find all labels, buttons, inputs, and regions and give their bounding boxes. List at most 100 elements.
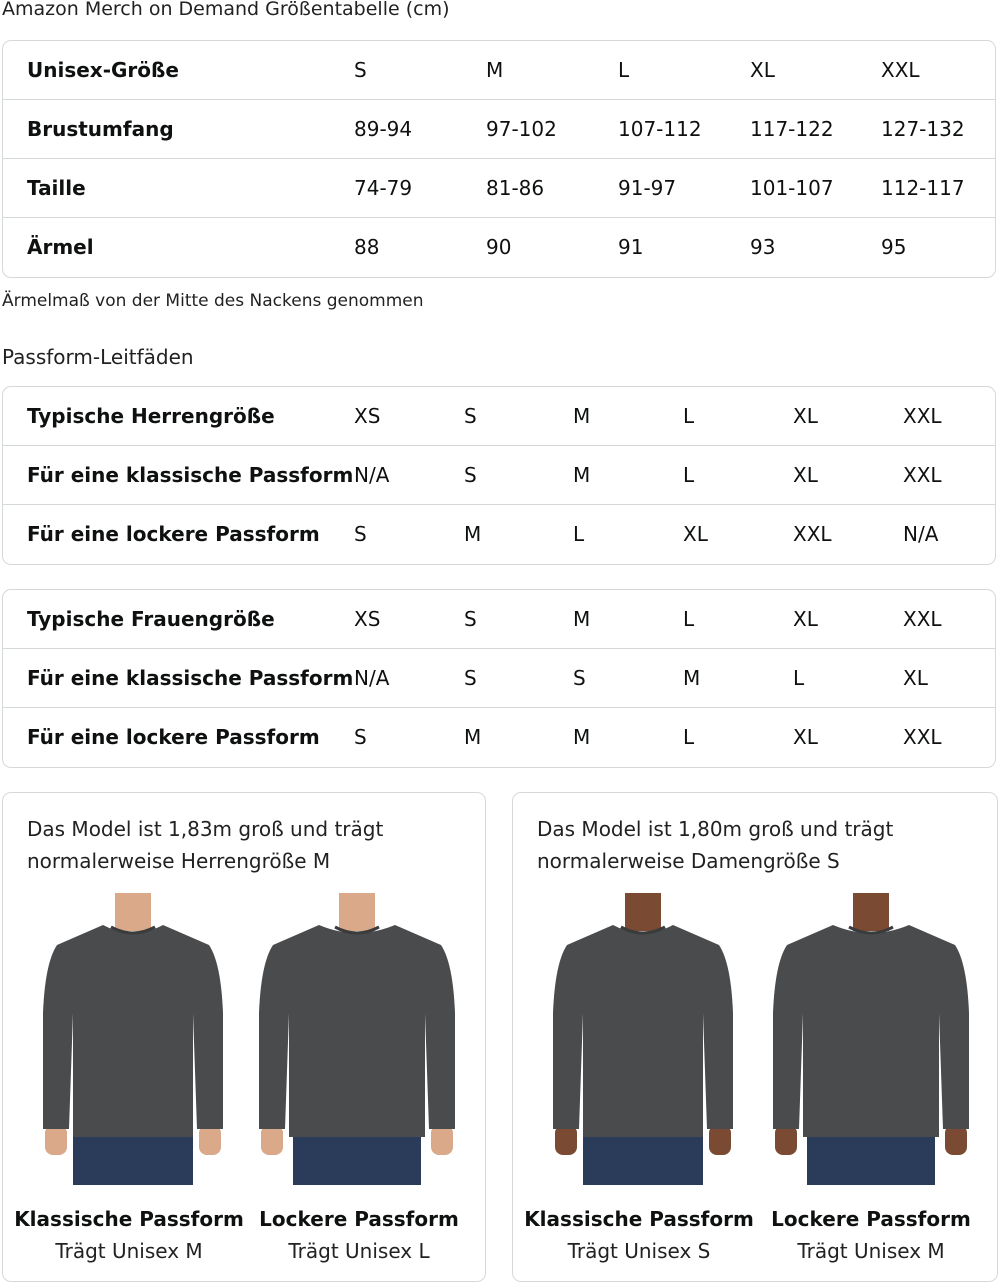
cell: M (464, 725, 482, 749)
row-label: Ärmel (27, 235, 94, 259)
photo-caption: Lockere Passform Trägt Unisex M (751, 1203, 991, 1267)
photo-caption: Lockere Passform Trägt Unisex L (239, 1203, 479, 1267)
cell: M (573, 725, 591, 749)
hand (945, 1125, 967, 1155)
table-row: Für eine klassische Passform N/A S S M L XL (3, 649, 995, 708)
model-photo-classic (43, 893, 223, 1185)
table-row: Typische Herrengröße XS S M L XL XXL (3, 387, 995, 446)
caption-subtitle: Trägt Unisex S (567, 1239, 711, 1263)
shirt (553, 925, 733, 1137)
hand (709, 1125, 731, 1155)
cell: XL (793, 404, 818, 428)
caption-subtitle: Trägt Unisex L (288, 1239, 430, 1263)
cell: 127-132 (881, 117, 965, 141)
cell: 88 (354, 235, 380, 259)
jeans (807, 1129, 935, 1185)
cell: S (464, 463, 477, 487)
model-photo-loose (259, 893, 455, 1185)
shirt (259, 925, 455, 1137)
cell: XXL (881, 58, 920, 82)
row-label: Brustumfang (27, 117, 174, 141)
cell: 97-102 (486, 117, 557, 141)
description-line: Das Model ist 1,80m groß und trägt (537, 817, 894, 841)
cell: S (464, 607, 477, 631)
caption-title: Klassische Passform (14, 1207, 244, 1231)
cell: M (573, 607, 591, 631)
row-label: Unisex-Größe (27, 58, 179, 82)
neck (339, 893, 375, 931)
cell: L (618, 58, 630, 82)
cell: 93 (750, 235, 776, 259)
caption-title: Lockere Passform (771, 1207, 971, 1231)
cell: M (573, 404, 591, 428)
cell: S (354, 58, 367, 82)
cell: L (683, 725, 695, 749)
model-description: Das Model ist 1,83m groß und trägt norma… (27, 813, 383, 877)
hand (261, 1125, 283, 1155)
cell: 107-112 (618, 117, 702, 141)
cell: S (354, 522, 367, 546)
sleeve-note: Ärmelmaß von der Mitte des Nackens genom… (2, 291, 424, 311)
cell: M (486, 58, 504, 82)
table-row: Für eine lockere Passform S M M L XL XXL (3, 708, 995, 767)
cell: 81-86 (486, 176, 545, 200)
women-model-card: Das Model ist 1,80m groß und trägt norma… (512, 792, 998, 1282)
men-fit-table: Typische Herrengröße XS S M L XL XXL Für eine k… (2, 386, 996, 565)
cell: 90 (486, 235, 512, 259)
cell: L (683, 404, 695, 428)
cell: M (573, 463, 591, 487)
row-label: Für eine lockere Passform (27, 725, 320, 749)
cell: XXL (903, 404, 942, 428)
cell: XXL (903, 463, 942, 487)
women-fit-table: Typische Frauengröße XS S M L XL XXL Für eine k… (2, 589, 996, 768)
cell: L (683, 463, 695, 487)
jeans (73, 1129, 193, 1185)
cell: 89-94 (354, 117, 413, 141)
cell: L (683, 607, 695, 631)
page-title: Amazon Merch on Demand Größentabelle (cm… (2, 0, 450, 20)
description-line: normalerweise Herrengröße M (27, 849, 331, 873)
model-photo-loose (773, 893, 969, 1185)
model-description: Das Model ist 1,80m groß und trägt norma… (537, 813, 893, 877)
caption-subtitle: Trägt Unisex M (55, 1239, 203, 1263)
cell: 117-122 (750, 117, 834, 141)
table-row: Ärmel 88 90 91 93 95 (3, 218, 995, 277)
row-label: Für eine klassische Passform (27, 666, 354, 690)
cell: S (464, 666, 477, 690)
row-label: Für eine klassische Passform (27, 463, 354, 487)
caption-title: Lockere Passform (259, 1207, 459, 1231)
hand (431, 1125, 453, 1155)
description-line: normalerweise Damengröße S (537, 849, 840, 873)
photo-caption: Klassische Passform Trägt Unisex M (9, 1203, 249, 1267)
cell: 112-117 (881, 176, 965, 200)
model-photo-classic (553, 893, 733, 1185)
cell: 91 (618, 235, 644, 259)
description-line: Das Model ist 1,83m groß und trägt (27, 817, 384, 841)
cell: 74-79 (354, 176, 413, 200)
row-label: Taille (27, 176, 86, 200)
row-label: Typische Herrengröße (27, 404, 275, 428)
cell: N/A (354, 666, 390, 690)
neck (115, 893, 151, 931)
shirt (43, 925, 223, 1137)
cell: S (464, 404, 477, 428)
shirt (773, 925, 969, 1137)
neck (853, 893, 889, 931)
cell: 95 (881, 235, 907, 259)
cell: XXL (903, 607, 942, 631)
cell: 101-107 (750, 176, 834, 200)
photo-caption: Klassische Passform Trägt Unisex S (519, 1203, 759, 1267)
cell: XL (793, 463, 818, 487)
cell: XL (903, 666, 928, 690)
cell: XS (354, 607, 381, 631)
cell: XL (683, 522, 708, 546)
table-row: Für eine lockere Passform S M L XL XXL N/A (3, 505, 995, 564)
cell: N/A (903, 522, 939, 546)
cell: M (464, 522, 482, 546)
hand (775, 1125, 797, 1155)
cell: XS (354, 404, 381, 428)
size-table: Unisex-Größe S M L XL XXL Brustumfang 89… (2, 40, 996, 278)
cell: 91-97 (618, 176, 677, 200)
cell: L (573, 522, 585, 546)
cell: XL (750, 58, 775, 82)
